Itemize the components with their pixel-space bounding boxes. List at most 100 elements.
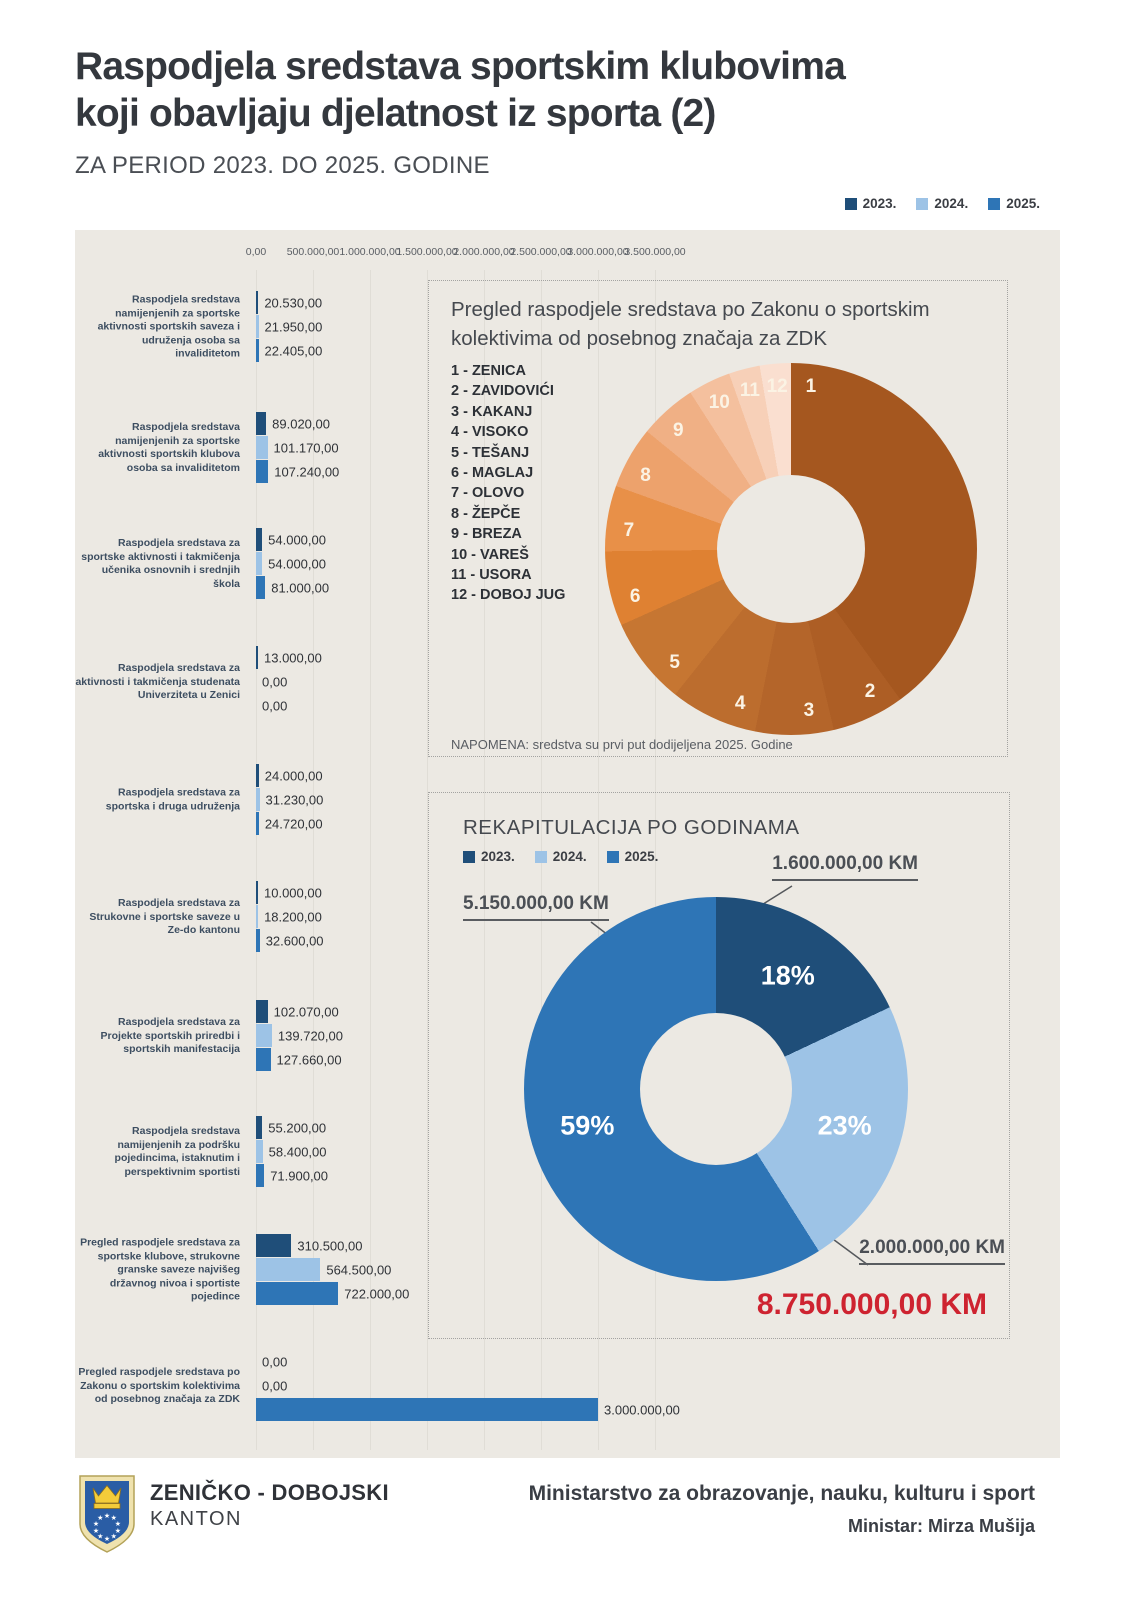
rekap-donut-hole	[640, 1013, 792, 1165]
bar-2023	[256, 1000, 268, 1023]
bar-group: Pregled raspodjele sredstava za sportske…	[75, 1234, 1060, 1306]
bar-group: Pregled raspodjele sredstava po Zakonu o…	[75, 1350, 1060, 1422]
zdk-segment-number: 8	[640, 464, 651, 486]
bar-row: 139.720,00	[256, 1024, 1054, 1047]
bar-group: Raspodjela sredstava za sportska i druga…	[75, 764, 1060, 836]
bar-value-label: 18.200,00	[264, 909, 322, 924]
bar-row: 81.000,00	[256, 576, 1054, 599]
bar-rows: 20.530,00 21.950,00 22.405,00	[256, 291, 1054, 363]
rekap-donut-chart: 18% 23% 59%	[524, 897, 908, 1281]
bar-value-label: 10.000,00	[264, 885, 322, 900]
bar-row: 55.200,00	[256, 1116, 1054, 1139]
legend-item-2025: 2025.	[988, 196, 1040, 211]
gridline	[655, 270, 656, 1450]
bar-value-label: 722.000,00	[344, 1286, 410, 1301]
bar-2025	[256, 812, 259, 835]
zdk-segment-number: 2	[864, 680, 876, 702]
bar-value-label: 24.000,00	[264, 768, 323, 783]
x-axis-tick: 3.000.000,00	[567, 246, 629, 258]
legend-swatch-icon	[534, 850, 547, 863]
legend-label: 2023.	[862, 196, 897, 211]
page-subtitle: ZA PERIOD 2023. DO 2025. GODINE	[75, 152, 490, 179]
bar-2023	[256, 881, 258, 904]
bar-row: 54.000,00	[256, 552, 1054, 575]
svg-text:★: ★	[97, 1533, 103, 1541]
category-label: Raspodjela sredstava za aktivnosti i tak…	[75, 661, 240, 701]
zdk-legend-item: 7 - OLOVO	[451, 485, 525, 502]
page-title: Raspodjela sredstava sportskim klubovima…	[75, 44, 1055, 138]
svg-text:★: ★	[93, 1527, 99, 1535]
bar-row: 21.950,00	[256, 315, 1054, 338]
years-legend: 2023. 2024. 2025.	[844, 196, 1040, 211]
bar-row: 89.020,00	[256, 412, 1054, 435]
bar-2023	[256, 764, 259, 787]
zdk-segment-number: 11	[739, 380, 760, 402]
zdk-legend-item: 4 - VISOKO	[451, 424, 529, 441]
bar-2024	[256, 905, 259, 928]
bar-row: 101.170,00	[256, 436, 1054, 459]
zdk-municipality-legend: 1 - ZENICA 2 - ZAVIDOVIĆI 3 - KAKANJ 4 - VI…	[451, 361, 565, 606]
amount-2023-annotation: 1.600.000,00 KM	[772, 853, 918, 881]
bar-group: Raspodjela sredstava namijenjenih za pod…	[75, 1116, 1060, 1188]
x-axis-tick: 3.500.000,00	[624, 246, 686, 258]
bar-2024	[256, 1024, 272, 1047]
rekap-years-legend: 2023. 2024. 2025.	[463, 849, 658, 864]
zdk-donut-panel: Pregled raspodjele sredstava po Zakonu o…	[428, 280, 1008, 757]
zdk-legend-item: 8 - ŽEPČE	[451, 505, 521, 522]
bar-value-label: 22.405,00	[264, 343, 323, 358]
bar-group: Raspodjela sredstava za Projekte sportsk…	[75, 1000, 1060, 1072]
bar-value-label: 20.530,00	[264, 295, 323, 310]
bar-rows: 24.000,00 31.230,00 24.720,00	[256, 764, 1054, 836]
bar-2025	[256, 929, 260, 952]
zdk-segment-number: 5	[669, 652, 680, 674]
legend-label: 2025.	[624, 849, 659, 864]
legend-label: 2024.	[934, 196, 969, 211]
category-label: Pregled raspodjele sredstava po Zakonu o…	[78, 1365, 240, 1405]
bar-row: 310.500,00	[256, 1234, 1054, 1257]
zdk-segment-number: 4	[734, 692, 746, 714]
bar-2023	[256, 1116, 263, 1139]
bar-value-label: 0,00	[262, 1378, 288, 1393]
svg-text:★: ★	[115, 1520, 121, 1528]
category-label: Pregled raspodjele sredstava za sportske…	[80, 1236, 240, 1303]
bar-rows: 0,00 0,00 3.000.000,00	[256, 1350, 1054, 1422]
bar-row: 32.600,00	[256, 929, 1054, 952]
zdk-legend-item: 3 - KAKANJ	[451, 403, 533, 420]
bar-rows: 89.020,00 101.170,00 107.240,00	[256, 412, 1054, 484]
bar-2024	[256, 788, 260, 811]
zdk-donut-chart: 1 2 3 4 5 6 7 8 9 10 11 12	[605, 363, 977, 735]
bar-rows: 54.000,00 54.000,00 81.000,00	[256, 528, 1054, 600]
page-title-line2: koji obavljaju djelatnost iz sporta (2)	[75, 91, 716, 135]
svg-text:★: ★	[111, 1514, 117, 1522]
bar-value-label: 107.240,00	[274, 464, 340, 479]
bar-value-label: 71.900,00	[270, 1168, 329, 1183]
bar-row: 0,00	[256, 1374, 1054, 1397]
bar-2025	[256, 460, 269, 483]
bar-chart-panel: 0,00 500.000,00 1.000.000,00 1.500.000,00 2.…	[75, 230, 1060, 1458]
bar-2023	[256, 528, 263, 551]
legend-swatch-icon	[463, 850, 475, 863]
category-label: Raspodjela sredstava namijenjenih za spo…	[98, 421, 240, 474]
bar-value-label: 310.500,00	[297, 1238, 363, 1253]
bar-value-label: 102.070,00	[273, 1004, 339, 1019]
bar-2025	[256, 1048, 271, 1071]
amount-2024-annotation: 2.000.000,00 KM	[859, 1237, 1005, 1265]
legend-label: 2024.	[552, 849, 587, 864]
bar-row: 31.230,00	[256, 788, 1054, 811]
bar-row: 24.720,00	[256, 812, 1054, 835]
bar-group: Raspodjela sredstava namijenjenih za spo…	[75, 412, 1060, 484]
bar-group: Raspodjela sredstava namijenjenih za spo…	[75, 291, 1060, 363]
svg-text:★: ★	[104, 1535, 110, 1543]
bar-2024	[256, 552, 263, 575]
gridline	[313, 270, 314, 1450]
bar-2023	[256, 412, 267, 435]
bar-row: 107.240,00	[256, 460, 1054, 483]
bar-2024	[256, 1140, 263, 1163]
category-label: Raspodjela sredstava namijenjenih za pod…	[114, 1125, 240, 1178]
zdk-panel-title: Pregled raspodjele sredstava po Zakonu o…	[451, 298, 930, 351]
zdk-segment-number: 10	[708, 391, 730, 413]
bar-row: 54.000,00	[256, 528, 1054, 551]
x-axis-tick: 2.500.000,00	[510, 246, 572, 258]
bar-value-label: 55.200,00	[268, 1120, 327, 1135]
